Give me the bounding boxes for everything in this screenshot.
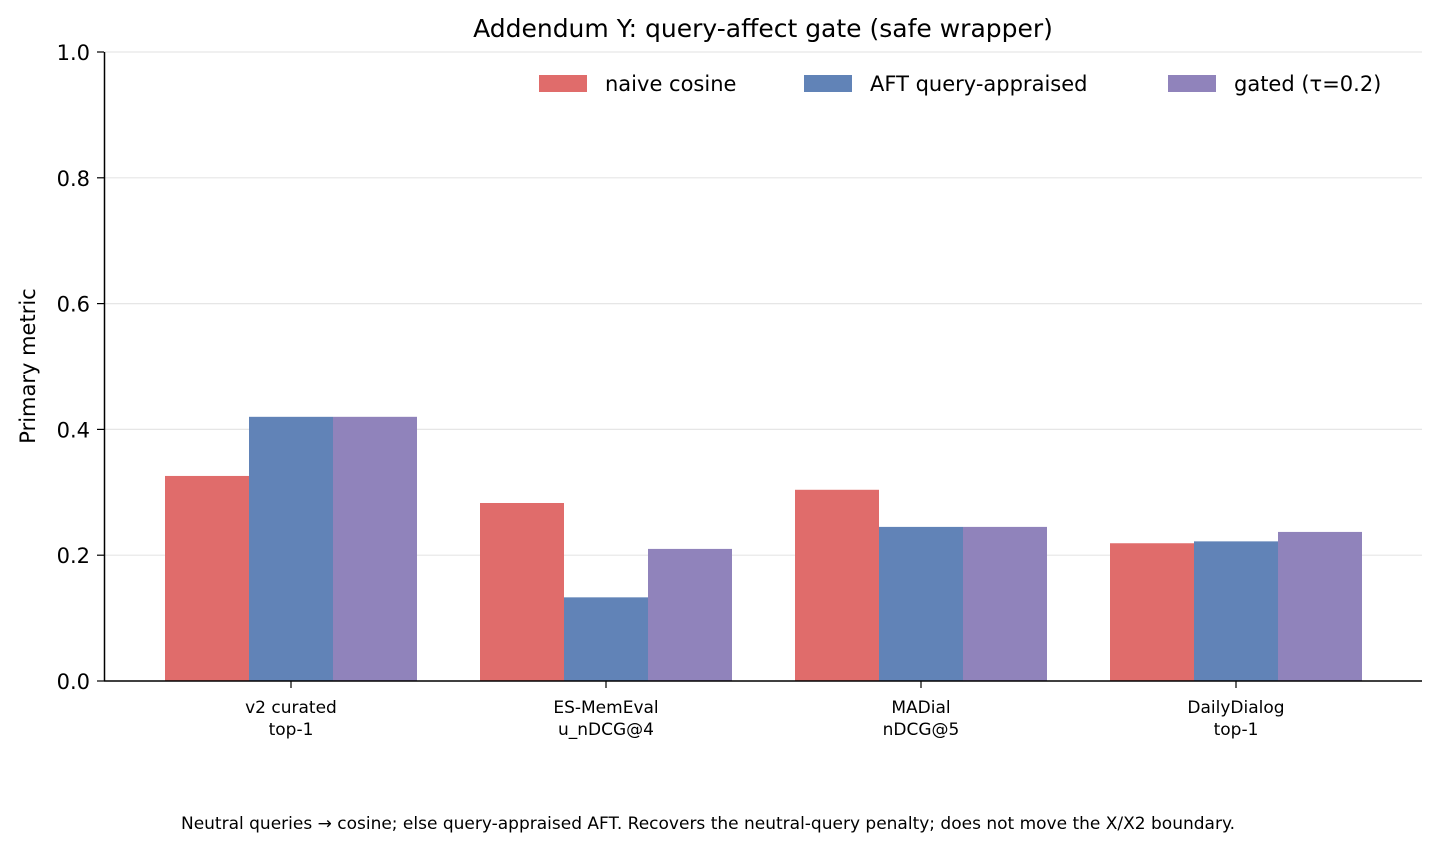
bar [249,416,333,681]
x-tick-label: top-1 [1214,720,1259,740]
bar [795,489,879,681]
bar [963,526,1047,681]
y-axis-label: Primary metric [16,288,40,443]
legend-label: gated (τ=0.2) [1234,72,1381,96]
legend: naive cosine AFT query-appraised gated (τ=… [539,72,1381,96]
bar [879,526,963,681]
y-ticks: 0.0 0.2 0.4 0.6 0.8 1.0 [57,41,104,694]
x-tick-label: nDCG@5 [883,720,960,740]
legend-swatch [1168,75,1216,92]
legend-label: naive cosine [605,72,736,96]
bar [564,597,648,681]
y-tick-label: 0.6 [57,293,90,317]
x-tick-label: top-1 [269,720,314,740]
x-ticks: v2 curatedtop-1ES-MemEvalu_nDCG@4MADialn… [245,681,1285,740]
y-tick-label: 0.0 [57,670,90,694]
bars [165,416,1362,681]
x-tick-label: u_nDCG@4 [558,720,654,740]
legend-swatch [539,75,587,92]
chart-title: Addendum Y: query-affect gate (safe wrap… [473,14,1053,43]
x-tick-label: ES-MemEval [553,698,658,718]
y-tick-label: 1.0 [57,41,90,65]
bar [480,502,564,681]
bar [1110,543,1194,681]
bar [648,548,732,681]
x-tick-label: DailyDialog [1187,698,1284,718]
legend-label: AFT query-appraised [870,72,1087,96]
bar [165,475,249,681]
x-tick-label: MADial [891,698,950,718]
bar-chart: Addendum Y: query-affect gate (safe wrap… [16,14,1422,740]
y-tick-label: 0.2 [57,544,90,568]
x-tick-label: v2 curated [245,698,337,718]
bar [1194,541,1278,681]
bar [1278,531,1362,681]
legend-swatch [804,75,852,92]
bar [333,416,417,681]
y-tick-label: 0.8 [57,167,90,191]
footnote: Neutral queries → cosine; else query-app… [180,814,1235,834]
y-tick-label: 0.4 [57,418,90,442]
